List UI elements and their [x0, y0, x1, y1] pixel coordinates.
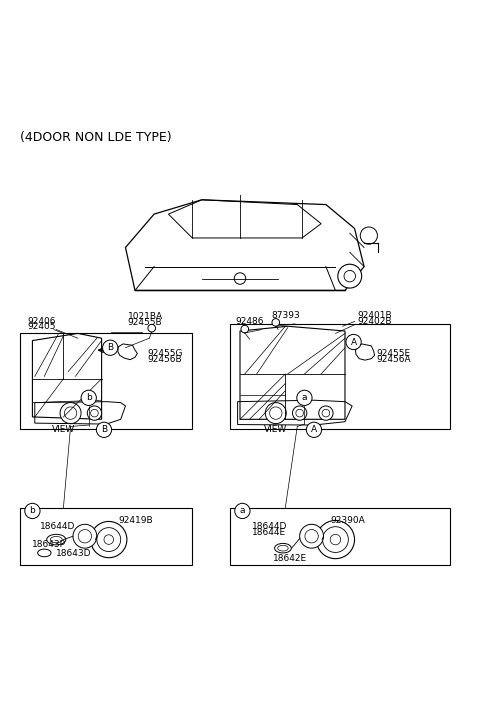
- Circle shape: [344, 271, 356, 282]
- Text: 92455G: 92455G: [147, 350, 182, 358]
- Circle shape: [78, 529, 92, 543]
- Text: a: a: [240, 506, 245, 515]
- Circle shape: [148, 324, 156, 332]
- Text: b: b: [86, 393, 92, 403]
- Text: 92390A: 92390A: [331, 516, 365, 525]
- Circle shape: [297, 390, 312, 405]
- Circle shape: [330, 534, 341, 545]
- Text: 92455B: 92455B: [128, 319, 162, 327]
- Circle shape: [73, 525, 97, 548]
- Circle shape: [97, 527, 120, 551]
- Circle shape: [316, 520, 355, 558]
- Text: B: B: [101, 425, 107, 434]
- Circle shape: [346, 334, 361, 350]
- Text: 18644E: 18644E: [252, 528, 286, 537]
- Text: A: A: [311, 425, 317, 434]
- Circle shape: [319, 406, 333, 420]
- Circle shape: [306, 422, 322, 437]
- Circle shape: [91, 522, 127, 558]
- Circle shape: [338, 264, 362, 288]
- Ellipse shape: [275, 544, 291, 553]
- Text: 87393: 87393: [271, 311, 300, 320]
- FancyBboxPatch shape: [230, 324, 450, 429]
- Text: 18644D: 18644D: [39, 522, 75, 531]
- Text: B: B: [107, 343, 113, 352]
- Text: 92419B: 92419B: [118, 516, 153, 525]
- Circle shape: [104, 535, 114, 544]
- Circle shape: [305, 529, 318, 543]
- Circle shape: [103, 340, 118, 355]
- Text: 18644D: 18644D: [252, 522, 288, 531]
- Text: 92486: 92486: [235, 317, 264, 326]
- Text: 92406: 92406: [28, 317, 56, 326]
- Circle shape: [87, 406, 102, 420]
- Circle shape: [241, 325, 249, 333]
- Circle shape: [234, 273, 246, 284]
- Text: 18642E: 18642E: [274, 554, 308, 563]
- FancyBboxPatch shape: [21, 333, 192, 429]
- Text: 1021BA: 1021BA: [128, 312, 163, 321]
- Circle shape: [300, 525, 324, 548]
- Circle shape: [96, 422, 112, 437]
- Text: VIEW: VIEW: [264, 425, 288, 434]
- FancyBboxPatch shape: [21, 508, 192, 565]
- Circle shape: [91, 410, 98, 417]
- Text: 92401B: 92401B: [357, 311, 392, 320]
- Text: 92405: 92405: [28, 322, 56, 331]
- Circle shape: [235, 503, 250, 519]
- Text: 18643D: 18643D: [56, 549, 92, 558]
- Text: A: A: [350, 338, 357, 346]
- Text: a: a: [301, 393, 307, 403]
- Text: 92455E: 92455E: [376, 350, 410, 358]
- Text: 92402B: 92402B: [357, 317, 391, 326]
- Ellipse shape: [278, 545, 288, 551]
- Text: 92456B: 92456B: [147, 355, 181, 364]
- Circle shape: [64, 407, 77, 419]
- Circle shape: [270, 407, 282, 419]
- Circle shape: [25, 503, 40, 519]
- Text: (4DOOR NON LDE TYPE): (4DOOR NON LDE TYPE): [21, 130, 172, 144]
- Circle shape: [292, 406, 307, 420]
- Circle shape: [60, 403, 81, 424]
- Circle shape: [360, 227, 377, 244]
- Circle shape: [81, 390, 96, 405]
- Circle shape: [323, 527, 348, 553]
- Circle shape: [272, 319, 280, 326]
- Ellipse shape: [37, 549, 51, 557]
- Circle shape: [296, 410, 303, 417]
- Ellipse shape: [50, 537, 62, 543]
- Ellipse shape: [47, 534, 66, 545]
- Circle shape: [265, 403, 286, 424]
- FancyBboxPatch shape: [230, 508, 450, 565]
- Text: 18643P: 18643P: [33, 540, 66, 549]
- Text: VIEW: VIEW: [52, 425, 75, 434]
- Circle shape: [322, 410, 330, 417]
- Text: b: b: [30, 506, 36, 515]
- Text: 92456A: 92456A: [376, 355, 410, 364]
